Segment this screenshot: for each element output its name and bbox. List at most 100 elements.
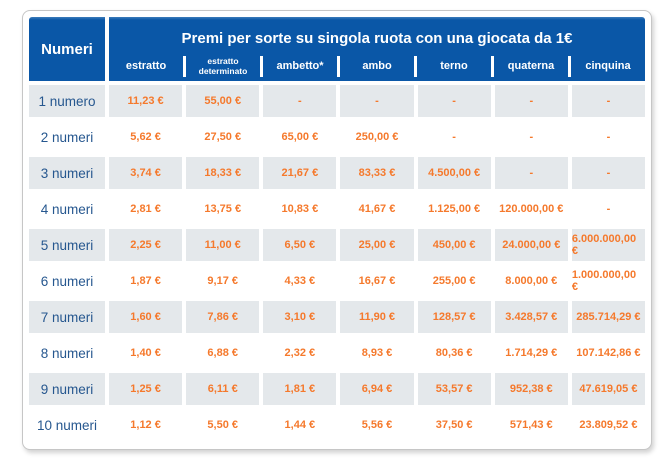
column-header: terno xyxy=(414,56,491,77)
prize-value: 6,11 € xyxy=(186,373,260,405)
table-row: 1 numero 11,23 €55,00 € - - - - - xyxy=(29,85,645,117)
table-row: 10 numeri 1,12 €5,50 €1,44 €5,56 €37,50 €… xyxy=(29,409,645,441)
prize-value: - xyxy=(494,85,568,117)
prize-value: - xyxy=(571,193,645,225)
prize-value: 13,75 € xyxy=(186,193,260,225)
prize-value: 55,00 € xyxy=(186,85,260,117)
prize-value: - xyxy=(417,85,491,117)
row-label: 3 numeri xyxy=(29,157,105,189)
prize-value: 952,38 € xyxy=(494,373,568,405)
prize-value: 571,43 € xyxy=(494,409,568,441)
row-label: 8 numeri xyxy=(29,337,105,369)
table-row: 8 numeri 1,40 €6,88 €2,32 €8,93 €80,36 €1… xyxy=(29,337,645,369)
prize-value: 1,81 € xyxy=(263,373,337,405)
prize-value: 47.619,05 € xyxy=(571,373,645,405)
column-header: ambo xyxy=(337,56,414,77)
prize-value: 1,25 € xyxy=(109,373,183,405)
prize-value: 1,44 € xyxy=(263,409,337,441)
row-label: 10 numeri xyxy=(29,409,105,441)
prize-value: 16,67 € xyxy=(340,265,414,297)
prize-value: 250,00 € xyxy=(340,121,414,153)
row-label: 9 numeri xyxy=(29,373,105,405)
row-label: 4 numeri xyxy=(29,193,105,225)
prize-value: - xyxy=(571,121,645,153)
prize-value: 2,81 € xyxy=(109,193,183,225)
corner-header-numeri: Numeri xyxy=(29,17,105,81)
prize-value: 83,33 € xyxy=(340,157,414,189)
prize-value: 4.500,00 € xyxy=(417,157,491,189)
prize-value: 450,00 € xyxy=(417,229,491,261)
prize-value: 24.000,00 € xyxy=(494,229,568,261)
header-main-block: Premi per sorte su singola ruota con una… xyxy=(109,17,645,81)
row-label: 5 numeri xyxy=(29,229,105,261)
prize-value: 80,36 € xyxy=(417,337,491,369)
table-row: 2 numeri 5,62 €27,50 €65,00 €250,00 € - - - xyxy=(29,121,645,153)
column-header: quaterna xyxy=(491,56,568,77)
table-title: Premi per sorte su singola ruota con una… xyxy=(181,29,573,47)
prize-value: 1,12 € xyxy=(109,409,183,441)
prize-value: 23.809,52 € xyxy=(571,409,645,441)
prize-table-panel: Numeri Premi per sorte su singola ruota … xyxy=(22,10,652,450)
prize-value: 120.000,00 € xyxy=(494,193,568,225)
prize-value: 1.714,29 € xyxy=(494,337,568,369)
prize-rows: 1 numero 11,23 €55,00 € - - - - -2 numeri 5,62 … xyxy=(29,85,645,441)
prize-value: 5,56 € xyxy=(340,409,414,441)
prize-value: 1.000.000,00 € xyxy=(571,265,645,297)
prize-value: 107.142,86 € xyxy=(571,337,645,369)
prize-value: 6.000.000,00 € xyxy=(571,229,645,261)
prize-value: - xyxy=(571,157,645,189)
prize-value: 10,83 € xyxy=(263,193,337,225)
prize-value: 4,33 € xyxy=(263,265,337,297)
prize-value: 3.428,57 € xyxy=(494,301,568,333)
table-row: 7 numeri 1,60 €7,86 €3,10 €11,90 €128,57 … xyxy=(29,301,645,333)
prize-value: 6,88 € xyxy=(186,337,260,369)
row-label: 1 numero xyxy=(29,85,105,117)
prize-value: 3,74 € xyxy=(109,157,183,189)
row-label: 7 numeri xyxy=(29,301,105,333)
column-header: cinquina xyxy=(568,56,645,77)
prize-value: 18,33 € xyxy=(186,157,260,189)
table-row: 6 numeri 1,87 €9,17 €4,33 €16,67 €255,00 … xyxy=(29,265,645,297)
prize-value: 5,50 € xyxy=(186,409,260,441)
prize-value: 27,50 € xyxy=(186,121,260,153)
prize-value: 11,00 € xyxy=(186,229,260,261)
prize-value: 5,62 € xyxy=(109,121,183,153)
prize-value: 1,40 € xyxy=(109,337,183,369)
prize-value: 21,67 € xyxy=(263,157,337,189)
prize-value: - xyxy=(263,85,337,117)
prize-value: 2,32 € xyxy=(263,337,337,369)
table-row: 4 numeri 2,81 €13,75 €10,83 €41,67 €1.125… xyxy=(29,193,645,225)
prize-value: 11,90 € xyxy=(340,301,414,333)
column-headers-row: estratto estratto determinato ambetto* ambo… xyxy=(109,55,645,81)
prize-value: - xyxy=(417,121,491,153)
prize-value: - xyxy=(494,121,568,153)
table-row: 9 numeri 1,25 €6,11 €1,81 €6,94 €53,57 €9… xyxy=(29,373,645,405)
prize-value: - xyxy=(571,85,645,117)
prize-value: 1.125,00 € xyxy=(417,193,491,225)
prize-value: 1,60 € xyxy=(109,301,183,333)
prize-value: 8,93 € xyxy=(340,337,414,369)
prize-value: 6,94 € xyxy=(340,373,414,405)
prize-value: 3,10 € xyxy=(263,301,337,333)
prize-value: 8.000,00 € xyxy=(494,265,568,297)
prize-value: 2,25 € xyxy=(109,229,183,261)
prize-value: 37,50 € xyxy=(417,409,491,441)
prize-value: 11,23 € xyxy=(109,85,183,117)
column-header: estratto determinato xyxy=(183,56,260,77)
prize-value: 7,86 € xyxy=(186,301,260,333)
prize-value: - xyxy=(494,157,568,189)
prize-value: 9,17 € xyxy=(186,265,260,297)
row-label: 2 numeri xyxy=(29,121,105,153)
prize-value: 41,67 € xyxy=(340,193,414,225)
prize-value: 1,87 € xyxy=(109,265,183,297)
prize-value: 255,00 € xyxy=(417,265,491,297)
table-row: 5 numeri 2,25 €11,00 €6,50 €25,00 €450,00… xyxy=(29,229,645,261)
prize-value: 65,00 € xyxy=(263,121,337,153)
row-label: 6 numeri xyxy=(29,265,105,297)
table-header: Numeri Premi per sorte su singola ruota … xyxy=(29,17,645,81)
prize-value: 53,57 € xyxy=(417,373,491,405)
column-header: estratto xyxy=(125,60,167,73)
prize-value: 285.714,29 € xyxy=(571,301,645,333)
table-row: 3 numeri 3,74 €18,33 €21,67 €83,33 €4.500… xyxy=(29,157,645,189)
prize-value: - xyxy=(340,85,414,117)
